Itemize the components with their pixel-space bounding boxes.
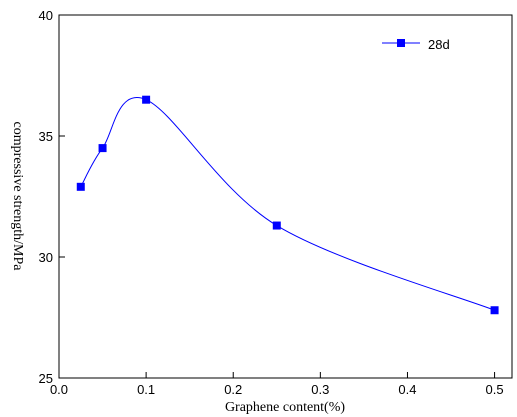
x-tick-label: 0.0 (50, 382, 68, 397)
x-tick-label: 0.1 (137, 382, 155, 397)
legend-marker (397, 39, 405, 47)
point (142, 95, 151, 104)
y-tick-label: 40 (39, 8, 53, 23)
legend-label: 28d (428, 37, 450, 52)
series-line (80, 97, 495, 311)
point (98, 144, 107, 153)
x-tick-label: 0.5 (486, 382, 504, 397)
x-tick-label: 0.4 (398, 382, 416, 397)
y-tick-label: 25 (39, 371, 53, 386)
x-tick-label: 0.3 (311, 382, 329, 397)
point (272, 221, 281, 230)
plot-frame (58, 14, 513, 379)
x-axis-label: Graphene content(%) (225, 400, 345, 415)
x-tick-label: 0.2 (224, 382, 242, 397)
point (490, 306, 499, 315)
y-tick-label: 30 (39, 250, 53, 265)
y-tick-label: 35 (39, 129, 53, 144)
y-axis-label: compressive strength/MPa (10, 122, 25, 272)
point (76, 182, 85, 191)
